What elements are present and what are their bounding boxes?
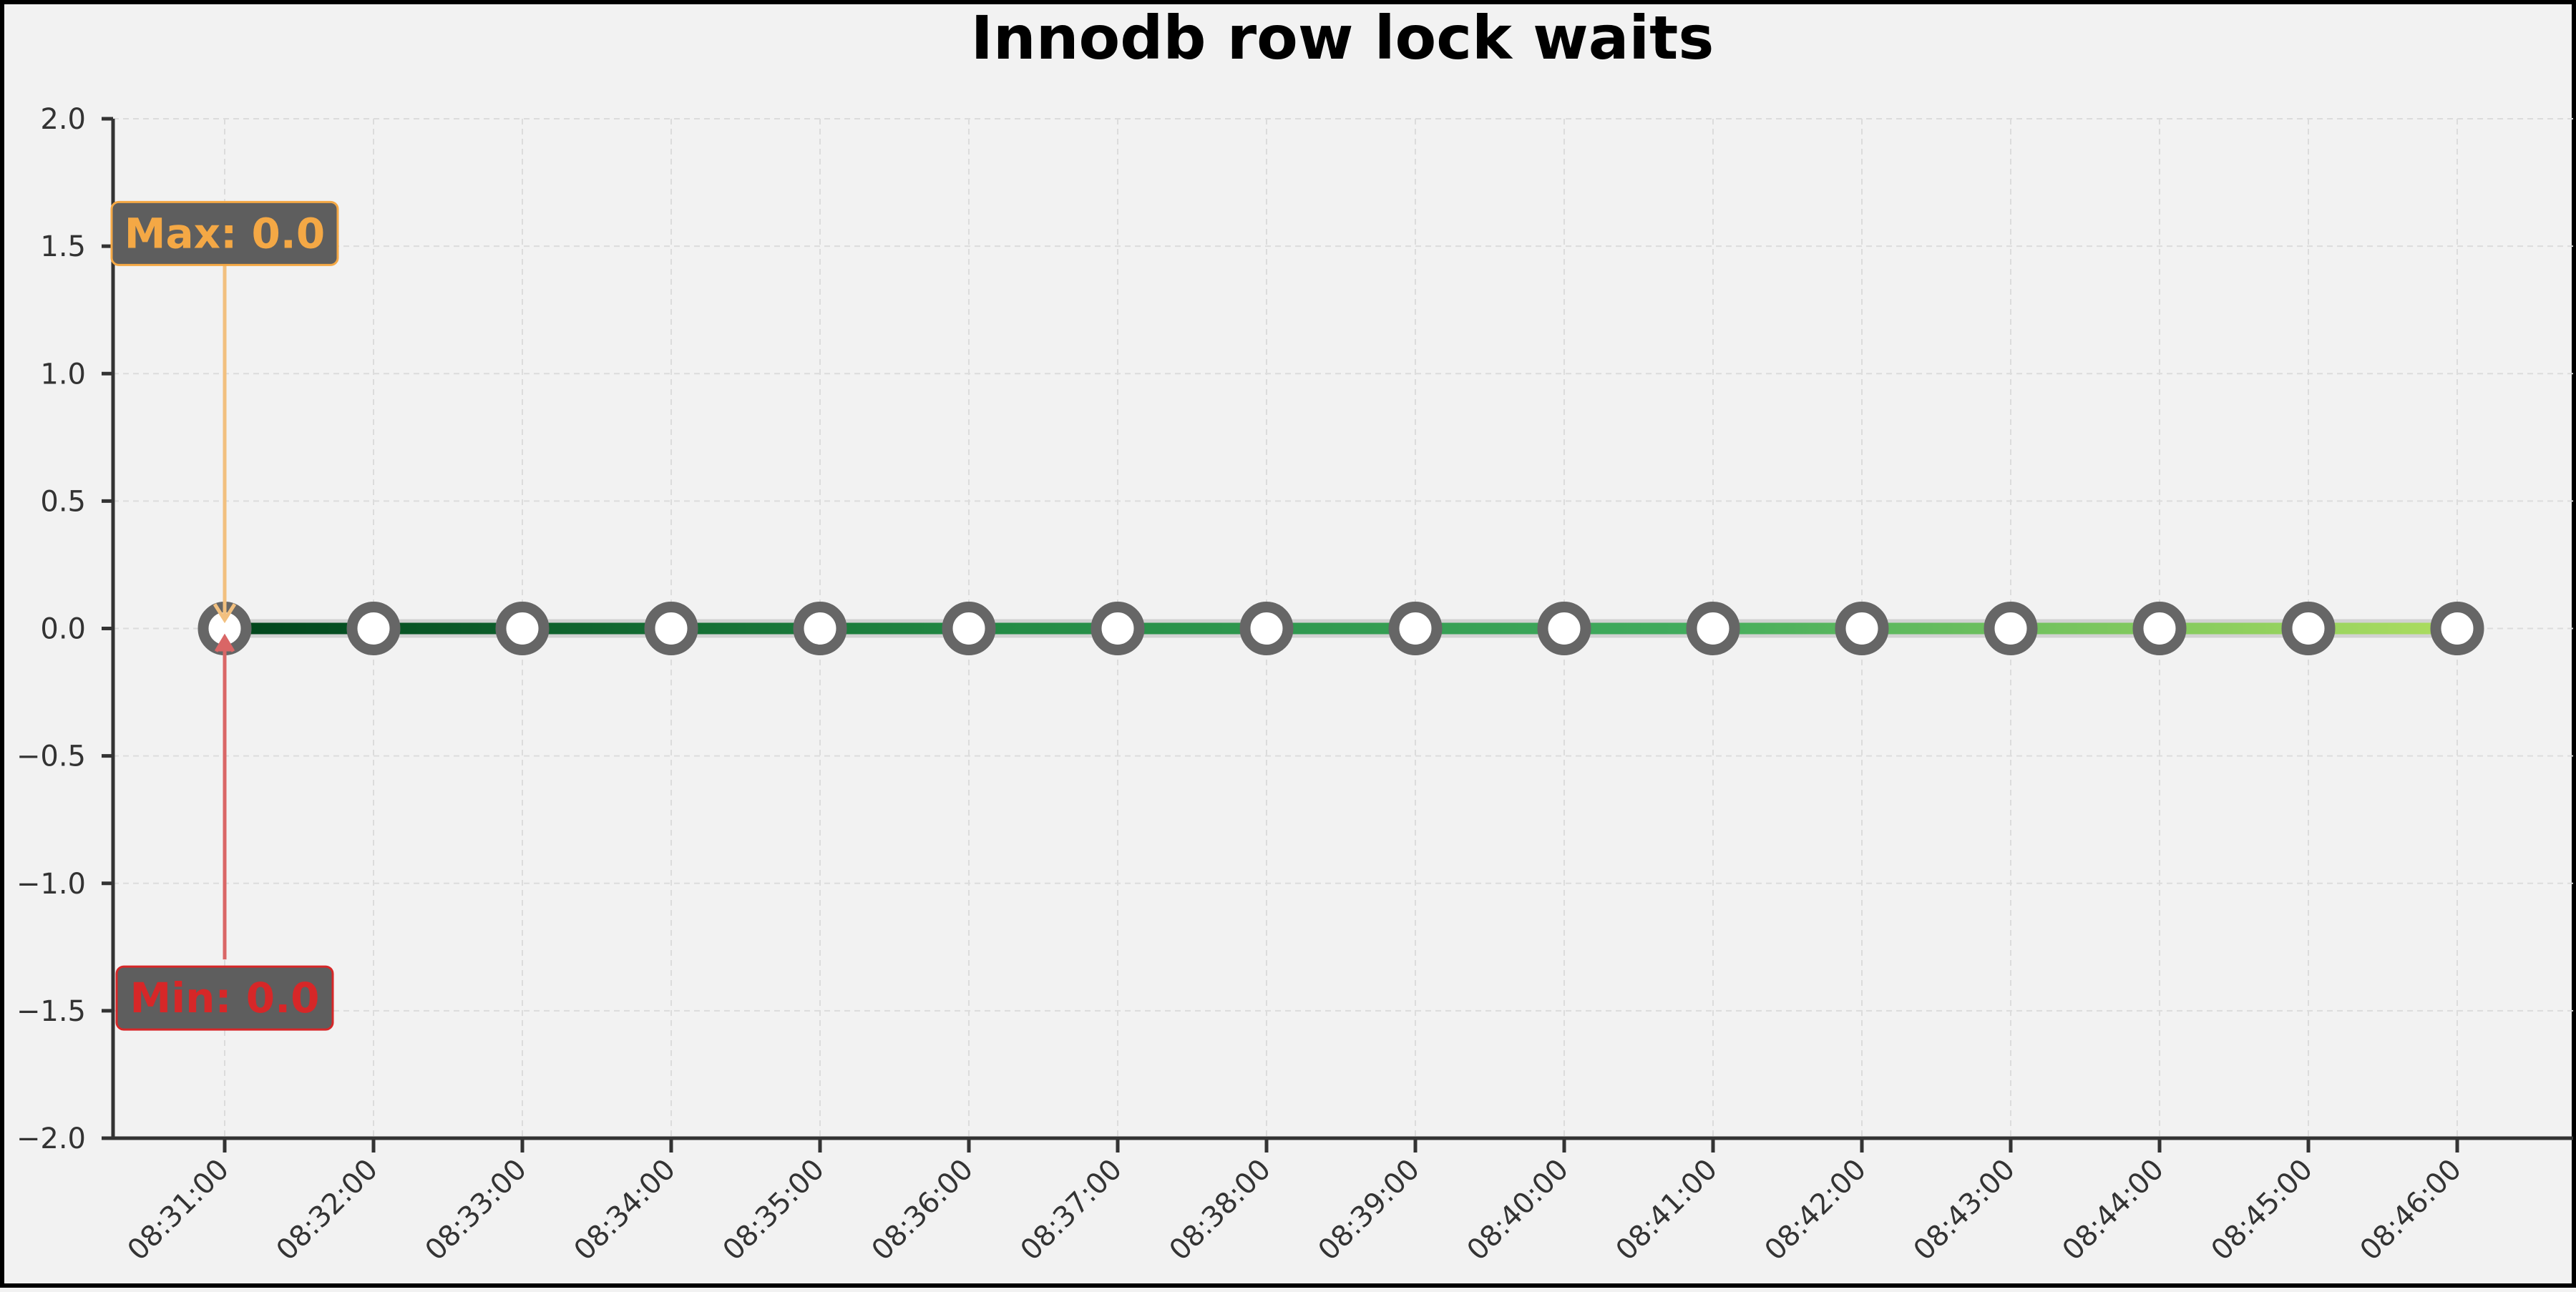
series-line <box>225 622 2457 635</box>
data-point <box>2430 602 2484 655</box>
data-point <box>1091 602 1145 655</box>
data-point <box>495 602 550 655</box>
annotation-arrowhead <box>214 633 235 652</box>
x-tick-label: 08:41:00 <box>1610 1153 1724 1268</box>
y-tick-label: 2.0 <box>40 103 86 136</box>
annotation-box <box>115 965 334 1031</box>
y-tick-label: 1.0 <box>40 358 86 391</box>
series <box>197 602 2484 655</box>
x-tick-label: 08:35:00 <box>717 1153 831 1268</box>
data-point <box>1686 602 1740 655</box>
y-tick-label: −1.0 <box>16 868 86 901</box>
data-point <box>1388 602 1443 655</box>
chart-title: Innodb row lock waits <box>971 4 1714 73</box>
x-tick-label: 08:31:00 <box>122 1153 236 1268</box>
x-tick-label: 08:33:00 <box>419 1153 534 1268</box>
y-tick-label: −2.0 <box>16 1122 86 1155</box>
x-tick-label: 08:39:00 <box>1312 1153 1427 1268</box>
x-tick-label: 08:32:00 <box>270 1153 385 1268</box>
y-tick-label: 0.5 <box>40 485 86 518</box>
x-tick-label: 08:44:00 <box>2057 1153 2171 1268</box>
x-tick-label: 08:42:00 <box>1759 1153 1873 1268</box>
x-tick-label: 08:40:00 <box>1461 1153 1576 1268</box>
x-tick-label: 08:38:00 <box>1163 1153 1278 1268</box>
x-tick-label: 08:34:00 <box>568 1153 683 1268</box>
x-tick-label: 08:43:00 <box>1908 1153 2022 1268</box>
annotation-box <box>110 200 339 266</box>
axes: 2.0 1.5 1.0 0.5 0.0 −0.5 −1.0 −1.5 −2.0 08:31:00 0… <box>16 103 2573 1267</box>
data-point <box>1239 602 1294 655</box>
data-point <box>793 602 847 655</box>
y-tick-label: 0.0 <box>40 613 86 646</box>
x-tick-label: 08:46:00 <box>2354 1153 2469 1268</box>
annotation-label: Max: 0.0 <box>125 209 325 258</box>
x-tick-label: 08:37:00 <box>1015 1153 1129 1268</box>
y-tick-label: −0.5 <box>16 740 86 773</box>
annotation-label: Min: 0.0 <box>130 974 319 1022</box>
annotations: Max: 0.0 Min: 0.0 <box>110 200 339 1031</box>
annotation-arrowhead <box>213 603 237 624</box>
data-point <box>1835 602 1889 655</box>
data-point <box>2281 602 2336 655</box>
x-tick-label: 08:45:00 <box>2205 1153 2320 1268</box>
data-point <box>2132 602 2187 655</box>
x-tick-label: 08:36:00 <box>866 1153 980 1268</box>
y-tick-label: −1.5 <box>16 995 86 1028</box>
data-point <box>644 602 698 655</box>
data-point <box>1984 602 2038 655</box>
y-tick-label: 1.5 <box>40 230 86 263</box>
data-point <box>1537 602 1591 655</box>
line-chart: Innodb row lock waits 2.0 1.5 1.0 0.5 0.0 −0.… <box>16 4 2573 1267</box>
data-point <box>942 602 996 655</box>
data-point <box>346 602 401 655</box>
